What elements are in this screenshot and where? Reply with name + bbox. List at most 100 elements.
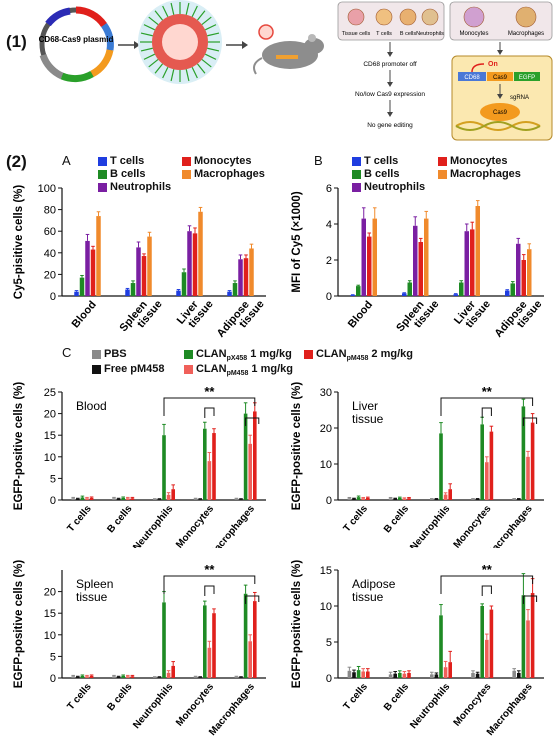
bar	[90, 249, 96, 296]
mouse-illustration	[253, 24, 324, 75]
bar	[243, 593, 248, 678]
bar	[181, 272, 187, 296]
bar	[464, 231, 469, 296]
nanoparticle-illustration	[138, 0, 222, 84]
bar	[198, 211, 203, 296]
bar	[176, 290, 181, 296]
sgrna-text: sgRNA	[510, 95, 529, 101]
bar	[198, 499, 202, 500]
bar	[157, 499, 162, 500]
bar	[530, 422, 535, 500]
bar	[234, 498, 239, 500]
bar	[352, 672, 356, 678]
y-tick-label: 100	[38, 183, 56, 195]
bar	[356, 286, 361, 296]
peg-chain	[170, 69, 175, 82]
x-tick-text: Monocytes	[174, 503, 216, 548]
y-axis-label: EGFP-positive cells (%)	[291, 382, 303, 511]
bar	[418, 242, 423, 296]
y-tick-label: 0	[326, 673, 332, 685]
bar	[356, 497, 361, 500]
bar	[121, 675, 125, 678]
x-tick-label: T cells	[342, 503, 371, 534]
bar	[243, 258, 249, 296]
significance-bracket	[481, 585, 492, 596]
bar	[439, 433, 443, 500]
bar	[112, 676, 116, 678]
x-tick-text: Monocytes	[174, 681, 216, 728]
y-tick-label: 0	[50, 291, 56, 303]
bar	[141, 256, 147, 296]
legend-item-free: Free pM458	[92, 363, 165, 375]
x-tick-label: T cells	[65, 681, 94, 712]
chart-a: 0 20 40 60 80 100 Cy5-pisitive cells (%) Blood S…	[13, 183, 267, 340]
bar	[475, 498, 480, 500]
legend-item: Monocytes	[438, 155, 507, 167]
bar	[125, 289, 130, 296]
panel-title: Liver	[352, 399, 378, 413]
bar	[475, 206, 480, 296]
dna-strand-2	[455, 121, 541, 131]
x-tick-text: Neutrophils	[131, 503, 175, 548]
x-tick-text: T cells	[342, 681, 371, 712]
x-tick-text: T cells	[342, 503, 371, 534]
bar	[166, 672, 171, 678]
y-axis-label: MFI of Cy5 (×1000)	[291, 191, 303, 292]
x-tick-text: Blood	[70, 299, 99, 331]
y-tick-label: 5	[50, 473, 56, 485]
peg-chain	[185, 69, 190, 82]
peg-chain	[154, 63, 164, 74]
x-tick-text: Monocytes	[452, 503, 494, 548]
peg-chain	[140, 47, 153, 52]
cell-label: Neutrophils	[416, 31, 444, 37]
bar	[393, 673, 397, 678]
legend-c: PBS Free pM458 CLANpX458 1 mg/kg CLANpM4…	[92, 348, 552, 378]
panel-title: Spleen	[76, 577, 113, 591]
plasmid-diagram: CD68-Cas9 plasmid	[39, 6, 114, 83]
bar	[80, 675, 85, 678]
y-tick-label: 40	[44, 248, 56, 260]
bar	[398, 497, 402, 500]
x-tick-label: Monocytes	[174, 681, 216, 728]
bar	[89, 675, 94, 678]
bar	[480, 424, 484, 500]
bar	[526, 456, 530, 500]
on-label: On	[488, 61, 498, 68]
y-tick-label: 25	[44, 387, 56, 399]
x-tick-label: Neutrophils	[408, 681, 452, 731]
bar	[126, 676, 130, 678]
x-tick-text: Neutrophils	[131, 681, 175, 731]
bar	[361, 671, 365, 678]
significance-label: **	[482, 562, 493, 577]
bar	[171, 489, 175, 500]
significance-bracket	[163, 397, 256, 416]
y-tick-label: 5	[50, 651, 56, 663]
legend-item: Macrophages	[438, 168, 521, 180]
panel-a-label: A	[62, 153, 71, 168]
bar	[407, 498, 411, 500]
peg-chain	[170, 2, 175, 15]
bar	[430, 498, 434, 500]
bar	[526, 620, 530, 678]
cell-icon	[421, 8, 439, 26]
y-axis-label: EGFP-positive cells (%)	[291, 560, 303, 689]
x-tick-text: Monocytes	[452, 681, 494, 728]
bar	[356, 670, 361, 678]
x-tick-label: B cells	[105, 681, 134, 713]
bar	[112, 498, 116, 500]
x-tick-text: T cells	[65, 503, 94, 534]
bar	[76, 498, 80, 500]
bar	[80, 497, 85, 500]
bar	[453, 294, 458, 296]
chart-c-spleen: 0 5 10 15 20 EGFP-positive cells (%) T cells B …	[13, 560, 266, 736]
y-tick-label: 0	[50, 495, 56, 507]
bar	[407, 672, 411, 678]
bar	[443, 667, 448, 678]
bar	[192, 233, 198, 296]
bar	[521, 406, 526, 500]
bar	[361, 498, 365, 500]
bar	[234, 676, 239, 678]
arrowhead-1	[134, 41, 140, 49]
peg-chain	[162, 5, 169, 18]
bar	[71, 676, 75, 678]
